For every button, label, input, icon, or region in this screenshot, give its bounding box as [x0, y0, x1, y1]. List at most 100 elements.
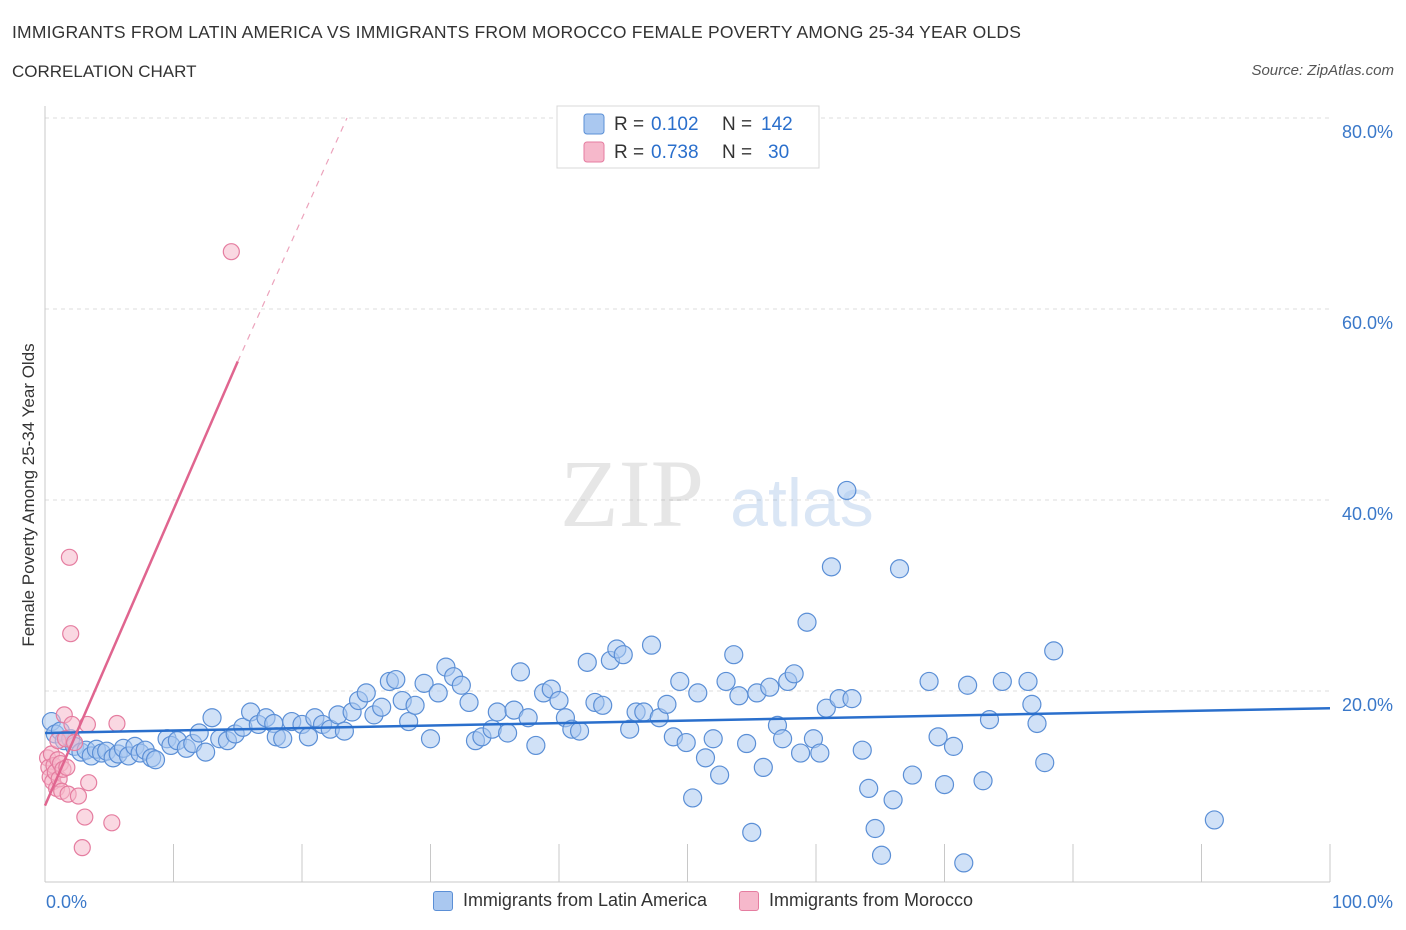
point-latin-america-20	[145, 750, 166, 770]
gridlines	[45, 117, 1330, 692]
point-latin-america-129	[934, 774, 955, 795]
y-tick-label-80: 80.0%	[1342, 122, 1393, 142]
y-axis-label: Female Poverty Among 25-34 Year Olds	[19, 343, 38, 646]
y-tick-label-60: 60.0%	[1342, 313, 1393, 333]
legend-n-value-1: 142	[761, 114, 793, 135]
point-latin-america-49	[356, 683, 376, 703]
point-latin-america-119	[842, 689, 862, 709]
point-morocco-27	[103, 814, 121, 832]
legend-swatch-latin-america	[583, 113, 605, 135]
y-tick-label-20: 20.0%	[1342, 695, 1393, 715]
point-latin-america-120	[852, 740, 872, 760]
legend-swatch-morocco	[583, 141, 605, 163]
point-latin-america-84	[613, 645, 633, 665]
point-latin-america-46	[334, 721, 355, 741]
x-tick-label-max: 100.0%	[1332, 892, 1393, 912]
point-latin-america-71	[518, 708, 538, 728]
points-morocco	[38, 243, 240, 857]
point-latin-america-58	[420, 729, 441, 749]
legend-r-label-1: R =	[614, 114, 644, 135]
legend-r-label-2: R =	[614, 142, 644, 163]
point-latin-america-101	[729, 686, 749, 706]
point-latin-america-81	[593, 695, 613, 715]
x-tick-label-min: 0.0%	[46, 892, 87, 912]
axes	[44, 106, 1331, 883]
point-morocco-18	[60, 548, 79, 566]
point-latin-america-106	[760, 677, 780, 697]
point-latin-america-131	[954, 853, 974, 873]
trend-lines	[43, 117, 1331, 807]
legend-swatch-pink	[739, 890, 760, 911]
point-latin-america-124	[883, 790, 903, 810]
point-latin-america-85	[620, 719, 640, 739]
point-latin-america-78	[569, 721, 590, 741]
point-latin-america-88	[641, 635, 662, 655]
point-latin-america-110	[784, 664, 804, 684]
point-morocco-26	[80, 774, 98, 792]
legend-top: R = 0.102 N = 142 R = 0.738 N = 30	[556, 105, 820, 169]
point-latin-america-111	[790, 743, 811, 763]
point-morocco-19	[62, 625, 80, 643]
legend-n-label-1: N =	[722, 114, 752, 135]
chart-title: IMMIGRANTS FROM LATIN AMERICA VS IMMIGRA…	[12, 22, 1022, 42]
trendline-morocco	[43, 361, 239, 807]
point-latin-america-136	[1018, 671, 1038, 692]
legend-label-latin-america: Immigrants from Latin America	[462, 890, 708, 910]
watermark: ZIP atlas	[560, 440, 874, 547]
point-morocco-29	[222, 243, 240, 261]
point-latin-america-96	[695, 748, 716, 768]
point-morocco-23	[73, 839, 91, 857]
point-latin-america-92	[670, 671, 690, 692]
watermark-atlas: atlas	[730, 465, 874, 541]
point-latin-america-141	[1204, 810, 1224, 830]
point-latin-america-126	[902, 765, 922, 785]
point-latin-america-75	[549, 690, 569, 711]
point-latin-america-138	[1027, 713, 1047, 734]
point-latin-america-28	[202, 708, 222, 728]
point-morocco-22	[69, 787, 88, 805]
point-latin-america-128	[928, 727, 948, 747]
point-latin-america-72	[526, 735, 546, 756]
point-latin-america-41	[298, 727, 319, 747]
point-latin-america-79	[577, 652, 597, 672]
point-latin-america-26	[189, 723, 209, 743]
point-latin-america-55	[399, 711, 419, 732]
point-latin-america-105	[753, 757, 773, 778]
point-latin-america-59	[428, 683, 448, 703]
point-latin-america-63	[459, 692, 479, 713]
watermark-zip: ZIP	[560, 440, 704, 547]
point-latin-america-127	[919, 671, 939, 692]
legend-n-value-2: 30	[768, 142, 789, 163]
point-latin-america-135	[992, 671, 1012, 692]
legend-r-value-2: 0.738	[651, 142, 699, 163]
point-latin-america-132	[958, 675, 978, 695]
point-latin-america-51	[372, 697, 392, 717]
legend-n-label-2: N =	[722, 142, 752, 163]
point-latin-america-118	[837, 480, 857, 501]
point-latin-america-90	[657, 694, 677, 714]
point-morocco-24	[76, 808, 94, 826]
legend-label-morocco: Immigrants from Morocco	[769, 890, 974, 910]
point-latin-america-130	[943, 736, 964, 756]
y-tick-label-40: 40.0%	[1342, 504, 1393, 524]
point-latin-america-122	[865, 818, 885, 839]
trendline-latin-america	[44, 706, 1331, 735]
point-latin-america-27	[196, 742, 216, 762]
point-latin-america-57	[414, 673, 434, 693]
point-latin-america-99	[716, 671, 736, 692]
point-latin-america-140	[1044, 641, 1064, 661]
y-tick-labels: 20.0% 40.0% 60.0% 80.0%	[1342, 122, 1393, 715]
point-latin-america-93	[676, 732, 696, 753]
point-latin-america-121	[859, 778, 879, 799]
source-credit: Source: ZipAtlas.com	[1251, 62, 1394, 79]
point-latin-america-134	[979, 710, 1000, 730]
point-latin-america-133	[973, 771, 993, 791]
point-latin-america-68	[498, 723, 518, 743]
point-latin-america-102	[737, 733, 757, 754]
point-latin-america-123	[871, 845, 892, 865]
point-latin-america-100	[724, 645, 744, 665]
point-latin-america-94	[683, 788, 703, 808]
point-latin-america-56	[405, 695, 425, 715]
point-latin-america-62	[451, 675, 471, 695]
